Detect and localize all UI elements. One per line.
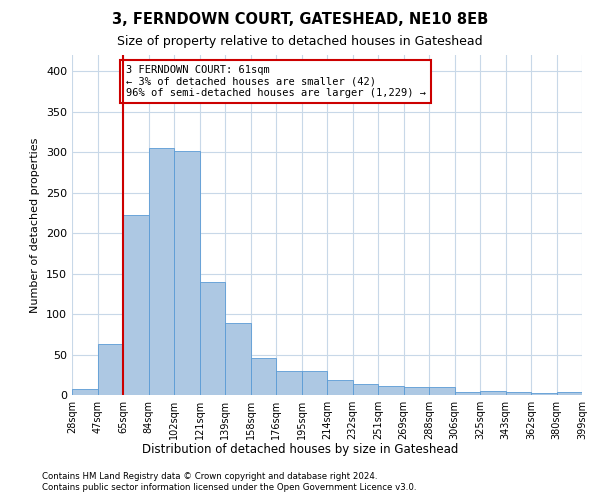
Text: Contains HM Land Registry data © Crown copyright and database right 2024.: Contains HM Land Registry data © Crown c… — [42, 472, 377, 481]
Text: 3 FERNDOWN COURT: 61sqm
← 3% of detached houses are smaller (42)
96% of semi-det: 3 FERNDOWN COURT: 61sqm ← 3% of detached… — [125, 64, 425, 98]
Bar — [557, 392, 582, 395]
Bar — [174, 150, 199, 395]
Bar — [251, 358, 276, 395]
Bar — [429, 387, 455, 395]
Text: Distribution of detached houses by size in Gateshead: Distribution of detached houses by size … — [142, 442, 458, 456]
Bar — [123, 216, 149, 395]
Bar — [455, 392, 480, 395]
Bar — [327, 380, 353, 395]
Bar — [480, 391, 505, 395]
Bar — [225, 323, 251, 395]
Bar — [199, 282, 225, 395]
Text: Contains public sector information licensed under the Open Government Licence v3: Contains public sector information licen… — [42, 484, 416, 492]
Bar — [302, 370, 327, 395]
Text: Size of property relative to detached houses in Gateshead: Size of property relative to detached ho… — [117, 35, 483, 48]
Bar — [149, 148, 174, 395]
Bar — [72, 388, 97, 395]
Bar — [505, 392, 531, 395]
Text: 3, FERNDOWN COURT, GATESHEAD, NE10 8EB: 3, FERNDOWN COURT, GATESHEAD, NE10 8EB — [112, 12, 488, 28]
Bar — [353, 384, 378, 395]
Bar — [276, 370, 302, 395]
Bar — [404, 387, 429, 395]
Bar — [378, 386, 404, 395]
Bar — [531, 392, 557, 395]
Y-axis label: Number of detached properties: Number of detached properties — [31, 138, 40, 312]
Bar — [97, 344, 123, 395]
